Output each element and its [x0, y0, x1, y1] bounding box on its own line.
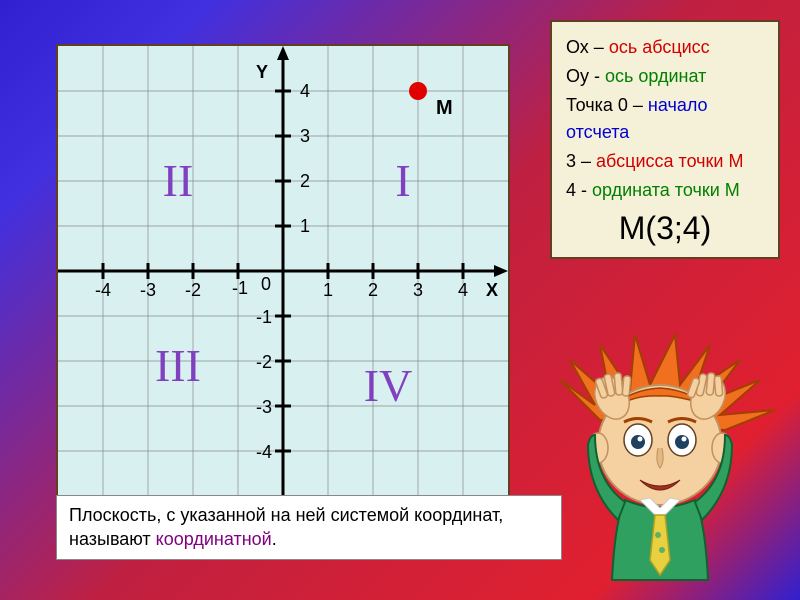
caption-post: .: [272, 529, 277, 549]
point-m: [409, 82, 427, 100]
quadrant-3: III: [155, 340, 201, 391]
xtick-label: 4: [458, 280, 468, 300]
ytick-label: 2: [300, 171, 310, 191]
info-coordinates: М(3;4): [566, 210, 764, 247]
info-line: 3 – абсцисса точки М: [566, 148, 764, 175]
xtick-label: -3: [140, 280, 156, 300]
caption-pre: Плоскость, с указанной на ней системой к…: [69, 505, 503, 548]
xtick-label: -2: [185, 280, 201, 300]
info-line: Ох – ось абсцисс: [566, 34, 764, 61]
info-line: 4 - ордината точки М: [566, 177, 764, 204]
info-line: Оу - ось ординат: [566, 63, 764, 90]
origin-label: 0: [261, 274, 271, 294]
quadrant-1: I: [395, 155, 410, 206]
ytick-label: -3: [256, 397, 272, 417]
quadrant-2: II: [163, 155, 194, 206]
quadrant-4: IV: [364, 360, 413, 411]
ytick-label: 1: [300, 216, 310, 236]
x-axis-label: X: [486, 280, 498, 300]
xtick-label: 3: [413, 280, 423, 300]
y-arrow: [277, 46, 289, 60]
caption-highlight: координатной: [156, 529, 272, 549]
y-axis-label: Y: [256, 62, 268, 82]
xtick-label: -1: [232, 278, 248, 298]
xtick-label: -4: [95, 280, 111, 300]
caption-box: Плоскость, с указанной на ней системой к…: [56, 495, 562, 560]
info-box: Ох – ось абсцисс Оу - ось ординат Точка …: [550, 20, 780, 259]
xtick-label: 1: [323, 280, 333, 300]
ytick-label: 3: [300, 126, 310, 146]
ytick-label: -1: [256, 307, 272, 327]
x-arrow: [494, 265, 508, 277]
coordinate-chart: -4 -3 -2 -1 1 2 3 4 -4 -3 -2 -1 1 2 3 4 …: [56, 44, 510, 498]
xtick-label: 2: [368, 280, 378, 300]
info-line: Точка 0 – начало отсчета: [566, 92, 764, 146]
point-m-label: M: [436, 97, 453, 119]
character-illustration: [540, 320, 790, 590]
chart-svg: -4 -3 -2 -1 1 2 3 4 -4 -3 -2 -1 1 2 3 4 …: [58, 46, 508, 496]
ytick-label: -2: [256, 352, 272, 372]
ytick-label: 4: [300, 81, 310, 101]
ytick-label: -4: [256, 442, 272, 462]
